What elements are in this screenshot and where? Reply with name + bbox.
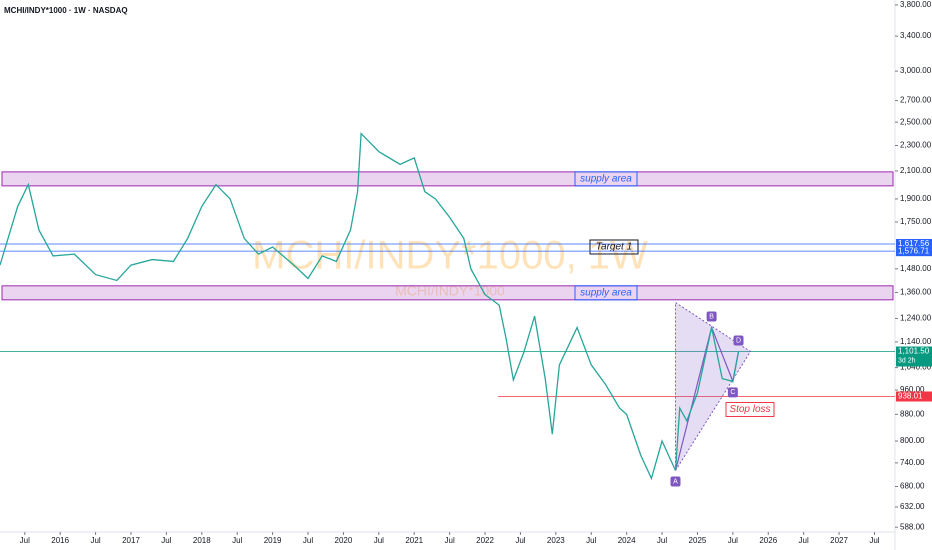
- note-box: [725, 401, 775, 417]
- x-tick-label: Jul: [20, 536, 30, 545]
- note-box: [589, 239, 639, 255]
- x-tick-label: Jul: [161, 536, 171, 545]
- y-tick-label: 880.00: [900, 409, 925, 418]
- price-label: 1,576.71: [898, 246, 930, 255]
- pattern-point-box: [727, 387, 738, 398]
- x-tick-label: 2016: [51, 536, 69, 545]
- price-label-box: [896, 238, 932, 249]
- countdown: 3d 2h: [898, 357, 916, 364]
- x-tick-label: Jul: [232, 536, 242, 545]
- zone-label-box: [574, 285, 638, 301]
- y-tick-label: 1,900.00: [900, 194, 932, 203]
- y-tick-label: 2,500.00: [900, 117, 932, 126]
- y-tick-label: 588.00: [900, 522, 925, 531]
- x-tick-label: 2020: [335, 536, 353, 545]
- x-tick-label: Jul: [374, 536, 384, 545]
- watermark-sub: MCHI/INDY*1000: [395, 283, 505, 299]
- price-label-box: [896, 391, 932, 402]
- y-tick-label: 2,700.00: [900, 96, 932, 105]
- x-tick-label: 2026: [759, 536, 777, 545]
- x-tick-label: Jul: [303, 536, 313, 545]
- price-label: 938.01: [898, 392, 923, 401]
- x-tick-label: Jul: [586, 536, 596, 545]
- y-tick-label: 632.00: [900, 502, 925, 511]
- x-tick-label: 2024: [618, 536, 636, 545]
- pattern-point-box: [733, 335, 744, 346]
- x-tick-label: 2023: [547, 536, 565, 545]
- y-tick-label: 1,360.00: [900, 288, 932, 297]
- x-tick-label: Jul: [90, 536, 100, 545]
- pattern-point-box: [706, 311, 717, 322]
- y-tick-label: 680.00: [900, 482, 925, 491]
- pattern-point-label: A: [673, 478, 678, 485]
- pattern-point-label: C: [730, 389, 735, 396]
- price-line: [0, 132, 740, 481]
- y-tick-label: 3,400.00: [900, 31, 932, 40]
- y-tick-label: 3,800.00: [900, 0, 932, 9]
- y-tick-label: 1,750.00: [900, 217, 932, 226]
- x-tick-label: Jul: [869, 536, 879, 545]
- zone-label-box: [574, 171, 638, 187]
- price-label: 1,101.50: [898, 347, 930, 356]
- x-tick-label: 2022: [476, 536, 494, 545]
- zone-label: supply area: [580, 174, 632, 185]
- x-tick-label: Jul: [728, 536, 738, 545]
- x-tick-label: 2021: [405, 536, 423, 545]
- pattern-triangle: [674, 301, 752, 473]
- y-tick-label: 2,100.00: [900, 166, 932, 175]
- y-tick-label: 800.00: [900, 436, 925, 445]
- y-tick-label: 1,240.00: [900, 313, 932, 322]
- y-tick-label: 1,040.00: [900, 363, 932, 372]
- x-tick-label: 2018: [193, 536, 211, 545]
- x-tick-label: Jul: [657, 536, 667, 545]
- pattern-point-box: [670, 476, 681, 487]
- y-tick-label: 740.00: [900, 458, 925, 467]
- supply-zone: [1, 285, 894, 301]
- x-tick-label: Jul: [445, 536, 455, 545]
- y-tick-label: 3,000.00: [900, 66, 932, 75]
- chart-title: MCHI/INDY*1000 · 1W · NASDAQ: [4, 6, 128, 15]
- x-tick-label: 2017: [122, 536, 140, 545]
- y-tick-label: 2,300.00: [900, 141, 932, 150]
- price-label-box: [896, 346, 932, 367]
- x-tick-label: Jul: [799, 536, 809, 545]
- x-tick-label: Jul: [515, 536, 525, 545]
- note-label: Target 1: [596, 242, 632, 253]
- x-tick-label: 2019: [264, 536, 282, 545]
- note-label: Stop loss: [729, 404, 770, 415]
- supply-zone: [1, 171, 894, 187]
- pattern-point-label: B: [709, 313, 714, 320]
- price-label: 1,617.56: [898, 239, 930, 248]
- y-tick-label: 1,480.00: [900, 264, 932, 273]
- x-tick-label: 2027: [830, 536, 848, 545]
- watermark: MCHI/INDY*1000, 1W: [252, 234, 648, 278]
- x-tick-label: 2025: [689, 536, 707, 545]
- zone-label: supply area: [580, 287, 632, 298]
- y-tick-label: 1,140.00: [900, 337, 932, 346]
- price-label-box: [896, 246, 932, 257]
- pattern-point-label: D: [736, 337, 741, 344]
- y-tick-label: 960.00: [900, 385, 925, 394]
